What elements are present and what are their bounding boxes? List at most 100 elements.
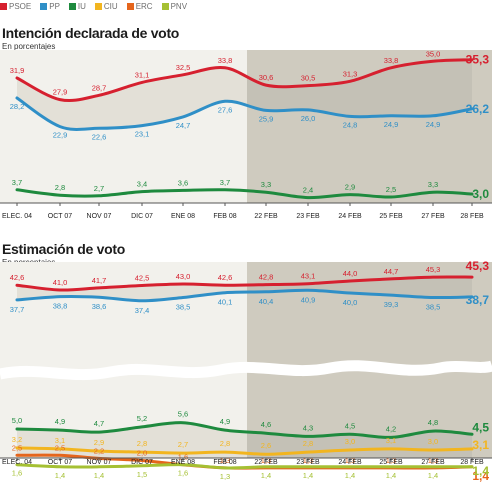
data-label-iu: 4,5 [345, 421, 355, 430]
chart-2-title: Estimación de voto [2, 241, 125, 257]
legend-swatch [161, 2, 169, 10]
data-label-pp: 26,0 [301, 114, 316, 123]
data-label-pp: 37,7 [10, 305, 25, 314]
data-label-iu: 3,4 [137, 180, 147, 189]
data-label-pnv: 1,5 [137, 470, 147, 479]
data-label-ciu: 3,0 [428, 437, 438, 446]
data-label-ciu: 3,1 [55, 436, 65, 445]
data-label-pnv: 1,4 [55, 471, 65, 480]
end-label-iu: 3,0 [472, 187, 489, 201]
legend-item-pnv: PNV [161, 2, 187, 11]
legend-item-iu: IU [68, 2, 86, 11]
band-fill-shaded [247, 59, 472, 117]
legend-swatch [126, 2, 134, 10]
data-label-psoe: 42,6 [10, 273, 25, 282]
data-label-pp: 22,9 [53, 131, 68, 140]
x-tick-label: FEB 08 [213, 213, 236, 220]
data-label-psoe: 35,0 [426, 49, 441, 58]
x-tick-label: 25 FEB [379, 213, 403, 220]
end-label-pp: 26,2 [466, 102, 490, 116]
legend-label: PP [49, 1, 60, 11]
x-tick-label: ENE 08 [171, 213, 195, 220]
end-label-erc: 1,4 [472, 469, 489, 483]
data-label-psoe: 44,0 [343, 269, 358, 278]
x-tick-label: 27 FEB [421, 213, 445, 220]
legend-item-pp: PP [40, 2, 60, 11]
data-label-ciu: 3,1 [386, 436, 396, 445]
data-label-iu: 2,9 [345, 183, 355, 192]
data-label-erc: 2,2 [94, 446, 104, 455]
data-label-pp: 24,7 [176, 121, 191, 130]
data-label-psoe: 41,7 [92, 276, 107, 285]
x-tick-label: FEB 08 [213, 459, 236, 466]
data-label-ciu: 2,9 [94, 438, 104, 447]
data-label-psoe: 30,6 [259, 73, 274, 82]
data-label-psoe: 32,5 [176, 63, 191, 72]
x-tick-label: 23 FEB [296, 213, 320, 220]
x-tick-label: 28 FEB [460, 213, 484, 220]
data-label-psoe: 27,9 [53, 88, 68, 97]
data-label-pp: 40,9 [301, 295, 316, 304]
data-label-pp: 39,3 [384, 300, 399, 309]
data-label-pnv: 1,6 [178, 469, 188, 478]
data-label-iu: 5,0 [12, 416, 22, 425]
end-label-psoe: 45,3 [466, 259, 490, 273]
data-label-pnv: 1,4 [345, 471, 355, 480]
data-label-iu: 2,7 [94, 184, 104, 193]
data-label-ciu: 2,8 [303, 439, 313, 448]
data-label-psoe: 28,7 [92, 83, 107, 92]
data-label-pnv: 1,4 [303, 471, 313, 480]
x-tick-label: 28 FEB [460, 459, 484, 466]
data-label-psoe: 30,5 [301, 74, 316, 83]
series-line-pnv [15, 463, 474, 470]
data-label-pnv: 1,4 [386, 471, 396, 480]
x-tick-label: 23 FEB [296, 459, 320, 466]
data-label-pp: 38,6 [92, 302, 107, 311]
data-label-iu: 3,3 [428, 180, 438, 189]
series-line-iu [15, 188, 474, 200]
data-label-iu: 5,6 [178, 410, 188, 419]
series-line-psoe [15, 275, 474, 292]
legend-item-ciu: CIU [94, 2, 118, 11]
data-label-pp: 37,4 [135, 306, 150, 315]
band-fill-shaded [247, 276, 472, 298]
x-tick-label: ENE 08 [171, 459, 195, 466]
data-label-ciu: 2,8 [137, 439, 147, 448]
x-tick-label: NOV 07 [87, 213, 112, 220]
chart-1-subtitle: En porcentajes [2, 42, 56, 51]
x-tick-label: ELEC. 04 [2, 213, 32, 220]
data-label-iu: 2,8 [55, 183, 65, 192]
data-label-psoe: 33,8 [218, 56, 233, 65]
data-label-pp: 28,2 [10, 102, 25, 111]
series-line-pp [15, 288, 474, 303]
data-label-ciu: 3,2 [12, 435, 22, 444]
series-line-ciu [15, 446, 474, 456]
legend: PSOE PP IU CIU ERC PNV [0, 0, 196, 12]
data-label-iu: 4,2 [386, 424, 396, 433]
data-label-psoe: 31,9 [10, 66, 25, 75]
x-tick-label: OCT 07 [48, 213, 72, 220]
data-label-pp: 40,4 [259, 297, 274, 306]
data-label-iu: 4,3 [303, 423, 313, 432]
data-label-pnv: 1,3 [220, 472, 230, 481]
end-label-iu: 4,5 [472, 420, 489, 434]
data-label-pp: 22,6 [92, 132, 107, 141]
data-label-iu: 3,3 [261, 180, 271, 189]
data-label-ciu: 3,0 [345, 437, 355, 446]
x-tick-label: 25 FEB [379, 459, 403, 466]
data-label-psoe: 31,3 [343, 69, 358, 78]
data-label-pp: 38,5 [426, 303, 441, 312]
x-tick-label: 27 FEB [421, 459, 445, 466]
x-tick-label: 22 FEB [254, 213, 278, 220]
data-label-iu: 4,9 [55, 417, 65, 426]
data-label-psoe: 42,6 [218, 273, 233, 282]
data-label-psoe: 43,0 [176, 272, 191, 281]
data-label-iu: 2,5 [386, 185, 396, 194]
series-line-iu [15, 421, 474, 439]
data-label-pp: 38,8 [53, 302, 68, 311]
legend-label: PSOE [9, 1, 32, 11]
data-label-iu: 3,6 [178, 178, 188, 187]
data-label-pp: 24,8 [343, 120, 358, 129]
end-label-pnv: 1,4 [472, 464, 489, 478]
